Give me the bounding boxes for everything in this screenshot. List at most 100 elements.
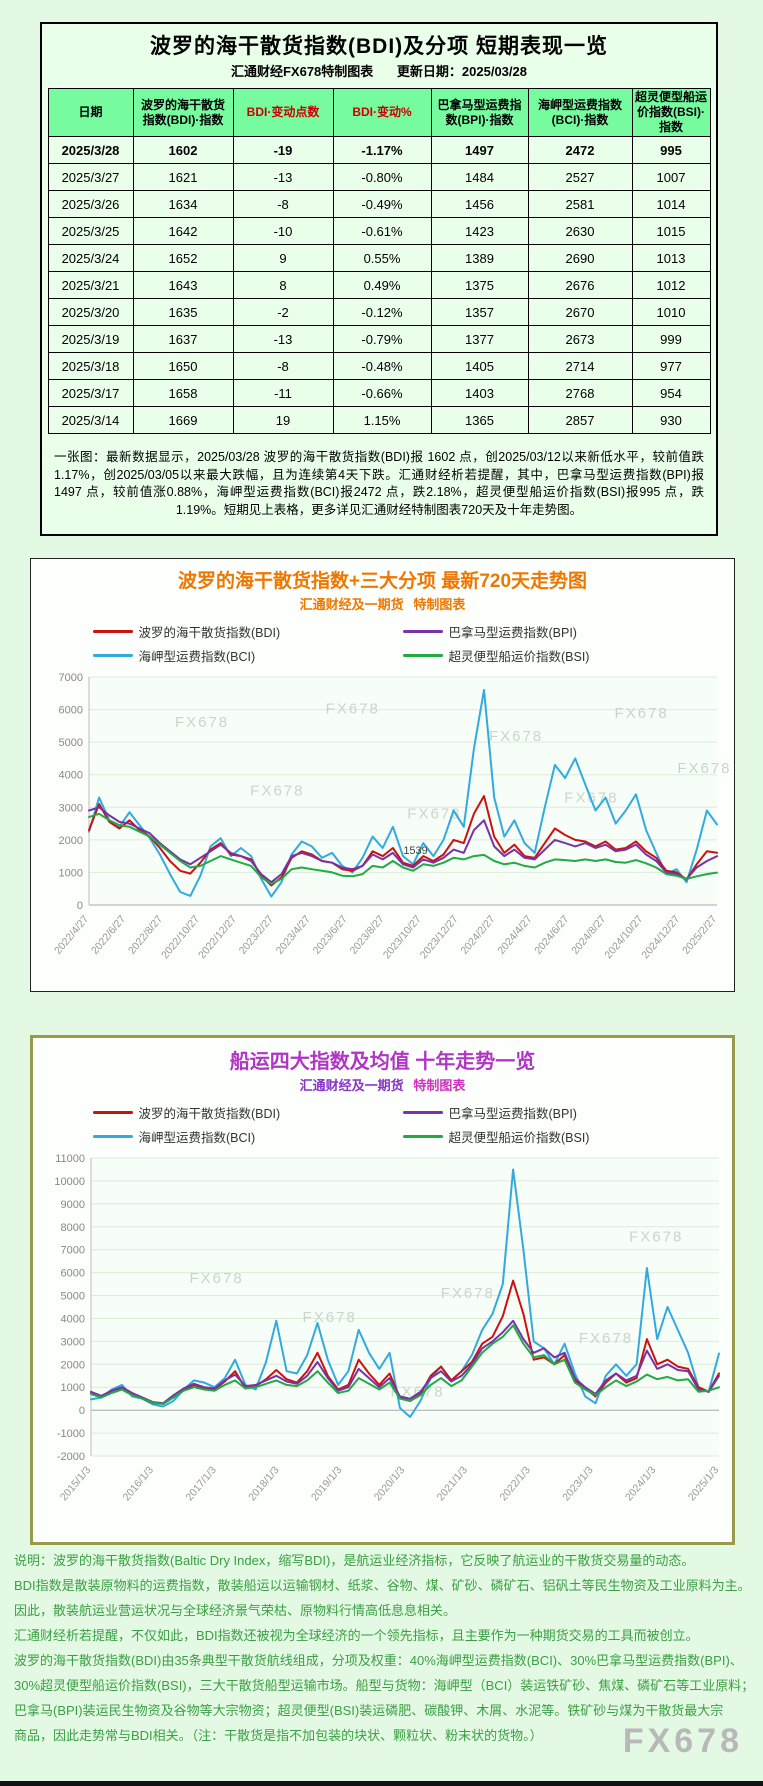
table-cell: 1014	[631, 190, 711, 218]
legend-swatch	[92, 1110, 133, 1114]
svg-text:2019/1/3: 2019/1/3	[309, 1464, 345, 1503]
legend-label: 海岬型运费指数(BCI)	[138, 1130, 256, 1145]
table-cell: -10	[232, 217, 334, 245]
table-cell: 1621	[132, 163, 234, 191]
table-cell: 954	[631, 379, 711, 407]
svg-text:FX678: FX678	[326, 700, 380, 717]
table-cell: 1652	[132, 244, 234, 272]
legend-item: 超灵便型船运价指数(BSI)	[402, 646, 673, 665]
table-cell: 1634	[132, 190, 234, 218]
table-cell: 2676	[527, 271, 633, 299]
legend-row: 海岬型运费指数(BCI) 超灵便型船运价指数(BSI)	[31, 643, 734, 667]
svg-text:2021/1/3: 2021/1/3	[435, 1464, 471, 1503]
svg-text:FX678: FX678	[390, 1383, 444, 1400]
svg-text:-2000: -2000	[57, 1451, 85, 1463]
chart-720-subtitle-left: 汇通财经及一期货	[299, 597, 404, 612]
table-cell: -0.66%	[332, 379, 432, 407]
table-source: 汇通财经FX678特制图表	[230, 64, 374, 79]
svg-text:FX678: FX678	[303, 1309, 357, 1326]
chart-720-legend: 波罗的海干散货指数(BDI) 巴拿马型运费指数(BPI) 海岬型运费指数(BCI) 超…	[31, 619, 734, 667]
bdi-table: 日期 波罗的海干散货指数(BDI)·指数 BDI·变动点数 BDI·变动% 巴拿马型运费…	[47, 88, 711, 434]
table-cell: -0.48%	[332, 352, 432, 380]
table-cell: -8	[232, 190, 334, 218]
chart-10y-legend: 波罗的海干散货指数(BDI) 巴拿马型运费指数(BPI) 海岬型运费指数(BCI) 超…	[33, 1100, 732, 1148]
svg-text:2018/1/3: 2018/1/3	[246, 1464, 282, 1503]
table-cell: 9	[232, 244, 334, 272]
table-cell: 2630	[527, 217, 633, 245]
svg-text:2024/6/27: 2024/6/27	[532, 913, 571, 957]
table-subtitle: 汇通财经FX678特制图表 更新日期：2025/03/28	[42, 62, 716, 82]
table-cell: 1669	[132, 406, 234, 434]
svg-text:1539: 1539	[403, 845, 427, 857]
table-cell: 1365	[430, 406, 529, 434]
legend-swatch	[402, 1110, 443, 1114]
svg-text:4000: 4000	[59, 770, 83, 782]
chart-10y-block: 船运四大指数及均值 十年走势一览 汇通财经及一期货 特制图表 波罗的海干散货指数…	[30, 1035, 735, 1545]
table-cell: -19	[232, 136, 334, 164]
svg-text:7000: 7000	[61, 1245, 85, 1257]
green-notes: 说明：波罗的海干散货指数(Baltic Dry Index，缩写BDI)，是航运…	[14, 1548, 756, 1748]
svg-text:2025/1/3: 2025/1/3	[686, 1464, 722, 1503]
svg-text:2022/6/27: 2022/6/27	[89, 913, 128, 957]
svg-text:2023/12/27: 2023/12/27	[418, 913, 461, 961]
table-cell: 2673	[527, 325, 633, 353]
svg-text:2020/1/3: 2020/1/3	[372, 1464, 408, 1503]
svg-text:2000: 2000	[59, 835, 83, 847]
table-cell: 1007	[631, 163, 711, 191]
svg-text:2017/1/3: 2017/1/3	[183, 1464, 219, 1503]
legend-label: 波罗的海干散货指数(BDI)	[138, 625, 281, 640]
table-cell: 1010	[631, 298, 711, 326]
table-cell: 2025/3/28	[47, 136, 134, 164]
table-row: 2025/3/25 1642 -10 -0.61% 1423 2630 1015	[47, 217, 711, 245]
table-cell: -2	[232, 298, 334, 326]
table-cell: 1.15%	[332, 406, 432, 434]
svg-text:2022/1/3: 2022/1/3	[497, 1464, 533, 1503]
table-row: 2025/3/24 1652 9 0.55% 1389 2690 1013	[47, 244, 711, 272]
chart-720-subtitle-right: 特制图表	[413, 597, 466, 612]
table-cell: 2857	[527, 406, 633, 434]
svg-text:FX678: FX678	[579, 1330, 633, 1347]
table-cell: 2025/3/17	[47, 379, 134, 407]
svg-text:2024/1/3: 2024/1/3	[623, 1464, 659, 1503]
table-cell: 1389	[430, 244, 529, 272]
svg-text:2022/4/27: 2022/4/27	[52, 913, 91, 957]
svg-text:3000: 3000	[59, 802, 83, 814]
svg-text:2016/1/3: 2016/1/3	[121, 1464, 157, 1503]
table-cell: 1012	[631, 271, 711, 299]
legend-swatch	[402, 629, 443, 633]
bdi-table-body: 日期 波罗的海干散货指数(BDI)·指数 BDI·变动点数 BDI·变动% 巴拿马型运费…	[47, 88, 711, 434]
chart-10y-subtitle-right: 特制图表	[413, 1078, 466, 1093]
table-cell: 2025/3/20	[47, 298, 134, 326]
svg-text:2024/12/27: 2024/12/27	[639, 913, 682, 961]
svg-text:2023/8/27: 2023/8/27	[348, 913, 387, 957]
svg-text:6000: 6000	[61, 1268, 85, 1280]
table-cell: 2690	[527, 244, 633, 272]
table-title: 波罗的海干散货指数(BDI)及分项 短期表现一览	[150, 35, 608, 58]
table-cell: 2768	[527, 379, 633, 407]
note-line: 30%超灵便型船运价指数(BSI)，三大干散货船型运输市场。船型与货物：海岬型（…	[14, 1678, 755, 1693]
table-cell: 2472	[527, 136, 633, 164]
table-cell: 0.49%	[332, 271, 432, 299]
chart-720-block: 波罗的海干散货指数+三大分项 最新720天走势图 汇通财经及一期货 特制图表 波…	[30, 558, 735, 992]
table-row: 2025/3/19 1637 -13 -0.79% 1377 2673 999	[47, 325, 711, 353]
svg-text:1000: 1000	[61, 1382, 85, 1394]
note-line: 巴拿马(BPI)装运民生物资及谷物等大宗物资；超灵便型(BSI)装运磷肥、碳酸钾…	[14, 1703, 724, 1718]
table-cell: 2025/3/14	[47, 406, 134, 434]
svg-text:0: 0	[77, 900, 83, 912]
table-cell: 1635	[132, 298, 234, 326]
table-row: 2025/3/14 1669 19 1.15% 1365 2857 930	[47, 406, 711, 434]
table-cell: 2025/3/21	[47, 271, 134, 299]
svg-text:FX678: FX678	[629, 1228, 683, 1245]
svg-text:8000: 8000	[61, 1222, 85, 1234]
table-cell: -13	[232, 163, 334, 191]
svg-text:FX678: FX678	[677, 760, 729, 777]
svg-text:2023/1/3: 2023/1/3	[560, 1464, 596, 1503]
table-cell: 1484	[430, 163, 529, 191]
legend-item: 海岬型运费指数(BCI)	[92, 1127, 403, 1146]
column-header: 波罗的海干散货指数(BDI)·指数	[132, 88, 234, 137]
svg-text:2023/4/27: 2023/4/27	[274, 913, 313, 957]
bdi-table-block: 波罗的海干散货指数(BDI)及分项 短期表现一览 汇通财经FX678特制图表 更…	[40, 22, 718, 536]
svg-text:FX678: FX678	[189, 1270, 243, 1287]
svg-text:2024/4/27: 2024/4/27	[495, 913, 534, 957]
table-cell: 1642	[132, 217, 234, 245]
